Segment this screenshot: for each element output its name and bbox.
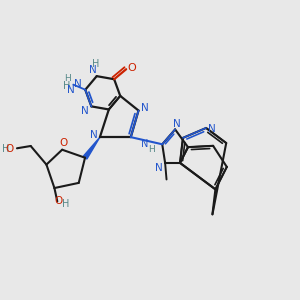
Text: N: N — [81, 106, 89, 116]
Text: H: H — [148, 146, 155, 154]
Text: O: O — [55, 196, 63, 206]
Text: N: N — [89, 65, 97, 75]
Text: N: N — [90, 130, 98, 140]
Text: N: N — [141, 103, 149, 113]
Text: N: N — [155, 163, 163, 173]
Text: N: N — [208, 124, 216, 134]
Text: H: H — [64, 74, 71, 83]
Text: N: N — [67, 85, 74, 95]
Text: H: H — [63, 81, 70, 91]
Text: H: H — [92, 59, 99, 69]
Text: H: H — [61, 199, 69, 209]
Polygon shape — [83, 137, 100, 159]
Text: O: O — [128, 63, 136, 73]
Text: N: N — [74, 79, 82, 89]
Text: O: O — [5, 144, 14, 154]
Text: N: N — [141, 139, 149, 149]
Text: N: N — [173, 119, 180, 129]
Text: H: H — [2, 144, 9, 154]
Text: O: O — [59, 138, 68, 148]
